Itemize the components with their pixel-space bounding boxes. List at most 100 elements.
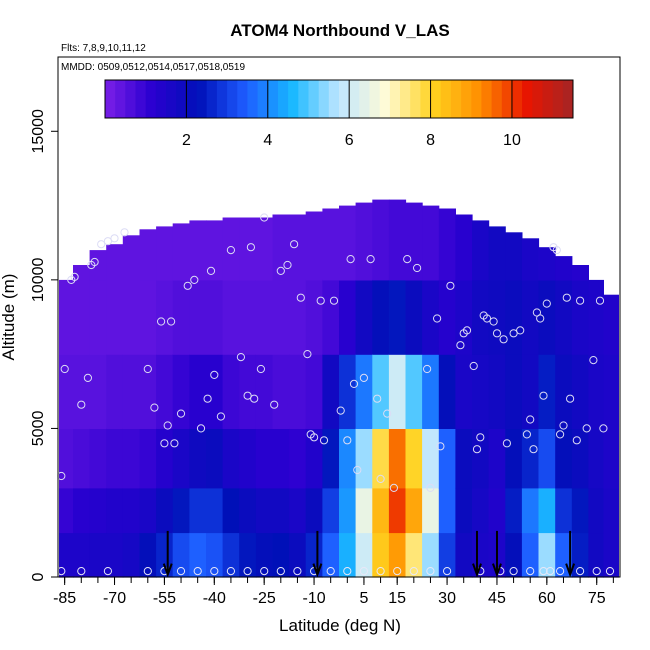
profile-point xyxy=(83,373,93,382)
profile-point xyxy=(492,329,502,338)
profile-point xyxy=(143,364,152,374)
heatmap-cell xyxy=(189,354,207,429)
heatmap-cell xyxy=(89,532,107,578)
profile-point xyxy=(319,436,329,445)
colorbar-segment xyxy=(155,80,167,118)
profile-point xyxy=(196,424,206,433)
heatmap-cell xyxy=(603,428,619,489)
profile-point xyxy=(556,430,565,439)
heatmap-cell xyxy=(305,532,323,578)
x-tick-label: -55 xyxy=(153,590,176,607)
heatmap-cell xyxy=(571,487,589,534)
heatmap-cell xyxy=(405,487,423,534)
heatmap-cell xyxy=(139,487,157,534)
profile-point xyxy=(236,353,245,362)
x-tick-label: 45 xyxy=(488,590,506,607)
surface-point xyxy=(509,567,518,576)
profile-point xyxy=(226,246,235,255)
heatmap-cell xyxy=(603,294,619,355)
profile-point xyxy=(176,409,186,418)
colorbar-segment xyxy=(216,80,228,118)
x-axis: -85 -70 -55 -40 -25 -10 5 15 30 45 60 75 xyxy=(53,577,614,607)
heatmap-cell xyxy=(505,487,523,534)
heatmap-cell xyxy=(388,487,407,534)
colorbar-segment xyxy=(278,80,289,118)
profile-point xyxy=(373,394,382,403)
colorbar-tick-label: 10 xyxy=(503,132,521,149)
profile-point xyxy=(542,299,551,308)
profile-point xyxy=(346,255,355,264)
heatmap-cell xyxy=(255,487,274,534)
heatmap-cell xyxy=(555,256,573,281)
profile-point xyxy=(256,364,265,374)
profile-point xyxy=(190,275,199,284)
colorbar-segment xyxy=(440,80,452,118)
heatmap-cell xyxy=(206,428,224,489)
profile-point xyxy=(413,263,422,273)
profile-point xyxy=(562,293,571,302)
heatmap-cell xyxy=(339,487,357,534)
heatmap-cell xyxy=(89,354,107,429)
profile-point xyxy=(433,314,442,323)
heatmap-cell xyxy=(73,532,91,578)
heatmap-cell xyxy=(571,532,589,578)
heatmap-cell xyxy=(588,279,604,355)
colorbar-segment xyxy=(471,80,482,118)
heatmap-cell xyxy=(172,354,190,429)
colorbar-segment xyxy=(227,80,238,118)
profile-point xyxy=(216,412,225,421)
surface-point xyxy=(605,567,615,576)
heatmap-cell xyxy=(322,428,340,489)
heatmap-cell xyxy=(206,532,224,578)
heatmap-cell xyxy=(106,532,124,578)
heatmap-cell xyxy=(422,354,440,429)
heatmap-cell xyxy=(322,279,340,355)
heatmap-cell xyxy=(472,220,490,281)
heatmap-cell xyxy=(488,354,506,429)
heatmap-cell xyxy=(172,223,190,281)
chart-title: ATOM4 Northbound V_LAS xyxy=(230,21,449,40)
heatmap-cell xyxy=(571,279,589,355)
heatmap-cell xyxy=(488,428,506,489)
profile-point xyxy=(572,436,581,445)
heatmap-cell xyxy=(588,532,604,578)
profile-point xyxy=(270,400,279,409)
surface-point xyxy=(539,567,548,576)
profile-point xyxy=(310,433,319,442)
heatmap-cell xyxy=(222,532,240,578)
y-tick-label: 5000 xyxy=(30,411,47,447)
heatmap-cell xyxy=(289,532,307,578)
heatmap-cell xyxy=(89,250,107,281)
profile-point xyxy=(353,465,362,475)
colorbar-segment xyxy=(115,80,126,118)
heatmap-cell xyxy=(289,214,307,281)
heatmap-cell xyxy=(272,487,290,534)
heatmap-cell xyxy=(538,354,556,429)
colorbar-segment xyxy=(481,80,493,118)
descent-arrow xyxy=(312,530,323,578)
x-tick-label: -70 xyxy=(103,590,126,607)
heatmap-cell xyxy=(206,220,224,281)
heatmap-cell xyxy=(322,487,340,534)
heatmap-cell xyxy=(322,208,340,281)
heatmap-cell xyxy=(59,279,74,355)
heatmap-cell xyxy=(73,487,91,534)
x-tick-label: 60 xyxy=(538,590,556,607)
heatmap-cell xyxy=(156,487,174,534)
colorbar-segment xyxy=(339,80,350,118)
heatmap-cell xyxy=(189,279,207,355)
x-tick-label: 5 xyxy=(359,590,368,607)
surface-point xyxy=(210,567,219,576)
surface-point xyxy=(77,567,86,576)
colorbar-segment xyxy=(166,80,177,118)
heatmap-cell xyxy=(588,487,604,534)
heatmap-cell xyxy=(438,208,456,281)
heatmap-cell xyxy=(206,279,224,355)
surface-point xyxy=(443,567,452,576)
x-tick-label: 30 xyxy=(438,590,456,607)
profile-point xyxy=(566,394,575,403)
heatmap-cell xyxy=(538,487,556,534)
colorbar: 2 4 6 8 10 xyxy=(104,79,574,149)
profile-point xyxy=(462,326,472,335)
colorbar-segment xyxy=(318,80,330,118)
